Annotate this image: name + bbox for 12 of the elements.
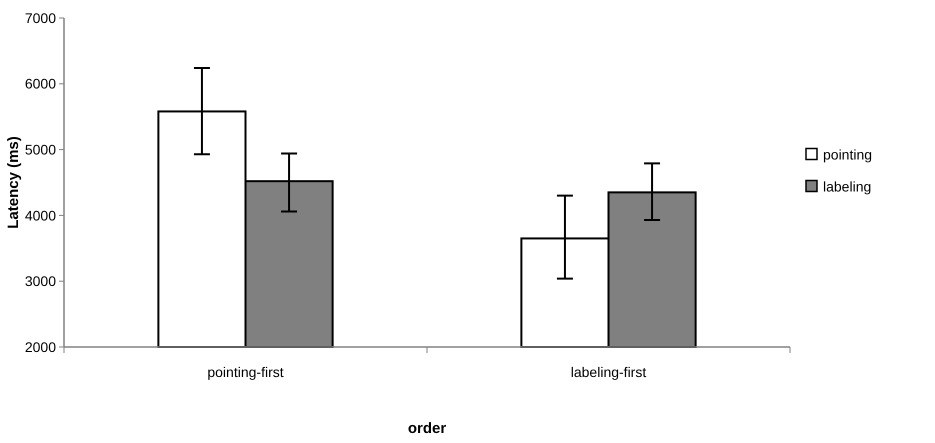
y-tick-label: 3000	[24, 273, 56, 290]
legend-label: labeling	[823, 178, 872, 194]
y-tick-label: 7000	[24, 10, 56, 26]
x-axis-title: order	[408, 420, 446, 437]
x-tick-label: labeling-first	[570, 364, 646, 380]
y-tick-label: 5000	[24, 142, 56, 158]
x-tick-label: pointing-first	[207, 364, 284, 380]
y-tick-label: 6000	[24, 76, 56, 92]
y-tick-label: 4000	[24, 207, 56, 224]
y-tick-label: 2000	[24, 338, 56, 355]
legend-label: pointing	[823, 146, 872, 162]
y-axis-title: Latency (ms)	[5, 136, 22, 229]
